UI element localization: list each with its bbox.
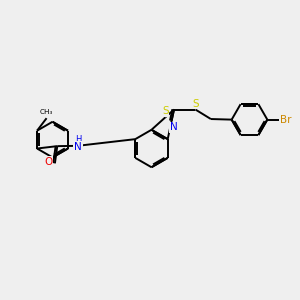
Text: O: O: [44, 157, 52, 167]
Text: CH₃: CH₃: [40, 109, 53, 115]
Text: Br: Br: [280, 115, 292, 124]
Text: N: N: [74, 142, 82, 152]
Text: H: H: [75, 135, 81, 144]
Text: N: N: [170, 122, 178, 132]
Text: S: S: [162, 106, 169, 116]
Text: S: S: [192, 99, 199, 109]
